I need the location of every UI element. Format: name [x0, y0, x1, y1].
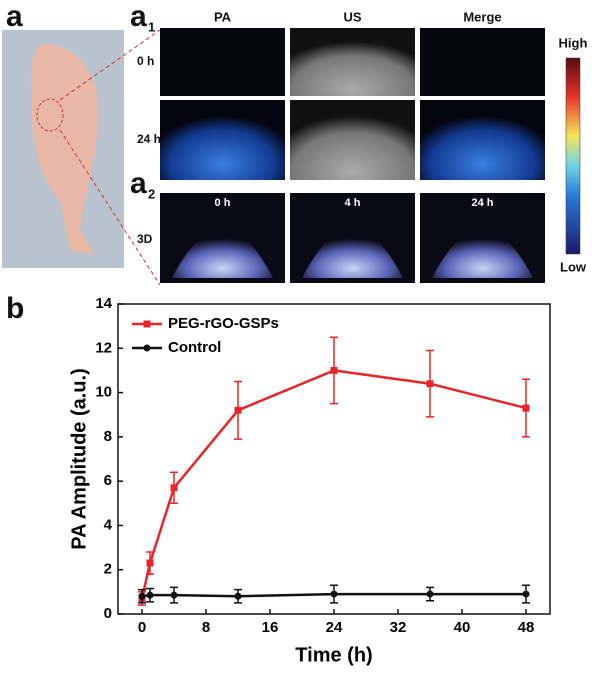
- point: [170, 591, 178, 599]
- x-tick-label: 40: [454, 619, 471, 636]
- zoom-line: [59, 29, 161, 101]
- zoom-line: [59, 129, 161, 286]
- image: [420, 100, 545, 180]
- point: [426, 590, 434, 598]
- column-header: PA: [214, 9, 232, 24]
- x-tick-label: 48: [518, 619, 535, 636]
- y-tick-label: 10: [95, 384, 112, 401]
- tumor-3d: [302, 229, 403, 278]
- point: [426, 380, 434, 388]
- colorbar-low: Low: [560, 259, 587, 274]
- column-header: US: [343, 9, 361, 24]
- image: [420, 28, 545, 96]
- x-tick-label: 24: [326, 619, 343, 636]
- row-label: 3D: [137, 232, 153, 246]
- point: [170, 484, 178, 492]
- panel-label: b: [6, 292, 24, 325]
- subpanel-label: a: [130, 0, 147, 33]
- point: [330, 590, 338, 598]
- y-tick-label: 4: [104, 516, 113, 533]
- y-tick-label: 2: [104, 561, 112, 578]
- y-tick-label: 14: [95, 295, 112, 312]
- image: [160, 100, 285, 180]
- panel-a: a a 1 a 2 3D High Low: [2, 0, 588, 286]
- subpanel-label: a: [130, 167, 147, 200]
- row-label: 24 h: [137, 132, 161, 146]
- image: [290, 100, 415, 180]
- time-label: 4 h: [345, 197, 361, 209]
- point: [234, 406, 242, 414]
- mouse-body: [30, 44, 99, 256]
- y-tick-label: 6: [104, 472, 112, 489]
- x-tick-label: 8: [202, 619, 210, 636]
- y-tick-label: 8: [104, 428, 112, 445]
- point: [522, 590, 530, 598]
- x-tick-label: 0: [138, 619, 146, 636]
- x-tick-label: 32: [390, 619, 407, 636]
- panel-label: a: [6, 0, 23, 33]
- point: [146, 559, 154, 567]
- image: [160, 28, 285, 96]
- colorbar-high: High: [559, 35, 588, 50]
- y-axis-title: PA Amplitude (a.u.): [68, 368, 90, 549]
- x-tick-label: 16: [262, 619, 279, 636]
- legend-label: PEG-rGO-GSPs: [168, 315, 279, 332]
- time-label: 24 h: [471, 197, 493, 209]
- point: [234, 592, 242, 600]
- point: [330, 366, 338, 374]
- tumor-3d: [172, 229, 273, 278]
- legend-marker: [143, 344, 151, 352]
- image: [290, 28, 415, 96]
- tumor-outline: [36, 98, 64, 132]
- legend-marker: [143, 320, 151, 328]
- series-line: [140, 369, 527, 599]
- row-label: 0 h: [137, 54, 154, 68]
- time-label: 0 h: [215, 197, 231, 209]
- x-axis-title: Time (h): [295, 644, 372, 666]
- subpanel-subscript: 1: [148, 19, 155, 34]
- colorbar: [565, 57, 581, 255]
- point: [138, 592, 146, 600]
- point: [522, 404, 530, 412]
- legend-label: Control: [168, 339, 221, 356]
- point: [146, 591, 154, 599]
- tumor-3d: [432, 229, 533, 278]
- y-tick-label: 0: [104, 605, 112, 622]
- column-header: Merge: [463, 9, 501, 24]
- y-tick-label: 12: [95, 339, 112, 356]
- subpanel-subscript: 2: [148, 186, 155, 201]
